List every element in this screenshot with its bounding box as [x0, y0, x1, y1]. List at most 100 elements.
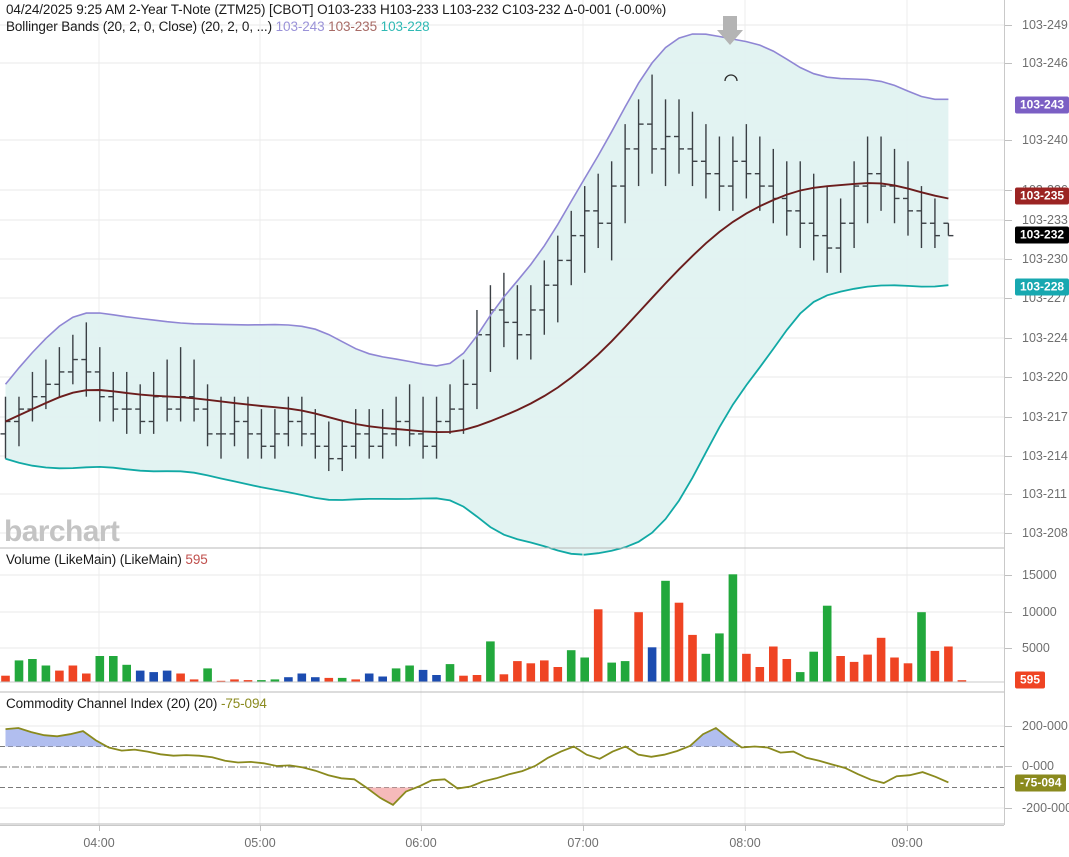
price-axis-label: 103-246: [1022, 56, 1068, 70]
price-axis-tick: [1005, 220, 1012, 221]
volume-bar: [445, 664, 455, 682]
right-value-axis[interactable]: 103-249103-246103-240103-236103-233103-2…: [1004, 0, 1069, 825]
price-axis-tick: [1005, 298, 1012, 299]
volume-badge[interactable]: 595: [1015, 671, 1046, 689]
price-axis-label: 103-214: [1022, 449, 1068, 463]
volume-bar: [742, 653, 751, 682]
volume-bar: [337, 677, 347, 682]
volume-bar: [580, 657, 589, 682]
volume-bar: [391, 668, 401, 682]
volume-bar: [715, 633, 724, 682]
bollinger-upper-line: [4, 33, 949, 385]
price-axis-tick: [1005, 259, 1012, 260]
time-axis-tick: [99, 825, 100, 831]
volume-axis-label: 10000: [1022, 605, 1057, 619]
volume-bar: [176, 673, 185, 682]
price-axis-label: 103-249: [1022, 18, 1068, 32]
volume-bar: [822, 605, 832, 682]
volume-bar: [364, 673, 374, 682]
price-axis-label: 103-240: [1022, 133, 1068, 147]
volume-bar: [95, 656, 105, 682]
volume-title-label: Volume (LikeMain) (LikeMain): [6, 552, 182, 567]
price-axis-tick: [1005, 140, 1012, 141]
volume-bar: [162, 670, 172, 682]
time-axis[interactable]: 04:00 05:00 06:00 07:00 08:00 09:00: [0, 825, 1004, 857]
price-axis-tick: [1005, 25, 1012, 26]
time-axis-label: 08:00: [729, 836, 761, 850]
volume-bar: [701, 653, 711, 682]
volume-bar: [284, 677, 293, 682]
price-axis-tick: [1005, 338, 1012, 339]
volume-bar: [755, 667, 765, 682]
volume-bar: [68, 665, 78, 682]
price-axis-tick: [1005, 456, 1012, 457]
price-axis-tick: [1005, 190, 1012, 191]
volume-bar: [863, 654, 872, 682]
bb-middle-badge[interactable]: 103-235: [1015, 187, 1069, 205]
price-axis-label: 103-211: [1022, 487, 1067, 501]
volume-bar: [957, 680, 967, 682]
volume-bar: [620, 661, 630, 682]
volume-axis-label: 15000: [1022, 568, 1057, 582]
volume-panel[interactable]: Volume (LikeMain) (LikeMain) 595: [0, 549, 1004, 693]
bb-lower-badge[interactable]: 103-228: [1015, 278, 1069, 296]
cci-badge[interactable]: -75-094: [1015, 774, 1067, 792]
time-axis-label: 05:00: [244, 836, 276, 850]
time-axis-label: 06:00: [405, 836, 437, 850]
volume-bar: [917, 612, 926, 682]
volume-bar: [513, 661, 522, 682]
cci-axis-tick: [1005, 766, 1012, 767]
volume-axis-tick: [1005, 612, 1012, 613]
cci-title-label: Commodity Channel Index (20) (20): [6, 696, 218, 711]
bollinger-middle-value: 103-235: [328, 19, 378, 34]
bb-upper-badge[interactable]: 103-243: [1015, 96, 1069, 114]
volume-bar: [661, 580, 670, 682]
volume-bar: [795, 672, 805, 682]
volume-bar: [432, 675, 441, 682]
volume-bar: [930, 650, 940, 682]
volume-bar: [189, 679, 199, 682]
volume-bar: [257, 680, 266, 682]
volume-bar: [688, 634, 697, 682]
volume-chart-svg: [0, 549, 1004, 693]
volume-bar: [149, 672, 158, 682]
cci-line: [5, 726, 949, 807]
time-axis-tick: [907, 825, 908, 831]
chart-legend-header: 04/24/2025 9:25 AM 2-Year T-Note (ZTM25)…: [0, 0, 1004, 38]
price-axis-label: 103-233: [1022, 213, 1068, 227]
cci-panel-title: Commodity Channel Index (20) (20) -75-09…: [6, 696, 267, 711]
volume-bar: [674, 602, 684, 682]
volume-axis-tick: [1005, 575, 1012, 576]
volume-bar: [472, 675, 482, 682]
volume-bar: [486, 641, 495, 682]
volume-bar: [459, 675, 468, 682]
volume-axis-label: 5000: [1022, 641, 1050, 655]
volume-bar: [41, 665, 51, 682]
bollinger-upper-value: 103-243: [275, 19, 325, 34]
volume-bar: [378, 676, 387, 682]
volume-bar: [890, 657, 899, 682]
cci-panel[interactable]: Commodity Channel Index (20) (20) -75-09…: [0, 693, 1004, 825]
volume-bar: [836, 656, 845, 682]
volume-bar: [203, 668, 212, 682]
down-arrow-marker[interactable]: [717, 16, 743, 45]
volume-bar: [297, 673, 307, 682]
cci-chart-svg: [0, 693, 1004, 825]
volume-bar: [1, 675, 10, 682]
time-axis-label: 04:00: [83, 836, 115, 850]
price-axis-tick: [1005, 533, 1012, 534]
price-axis-tick: [1005, 377, 1012, 378]
volume-bar: [782, 659, 792, 682]
price-panel[interactable]: barchart: [0, 0, 1004, 556]
cci-oversold-fill: [5, 787, 949, 805]
time-axis-tick: [583, 825, 584, 831]
cci-overbought-fill: [5, 728, 949, 747]
price-axis-tick: [1005, 417, 1012, 418]
quote-legend: 04/24/2025 9:25 AM 2-Year T-Note (ZTM25)…: [6, 2, 667, 17]
volume-bar: [109, 656, 118, 682]
volume-bar: [405, 665, 414, 682]
last-price-badge[interactable]: 103-232: [1015, 226, 1069, 244]
cci-axis-label: 200-000: [1022, 719, 1068, 733]
volume-bar: [82, 673, 91, 682]
cci-current-value: -75-094: [220, 696, 267, 711]
